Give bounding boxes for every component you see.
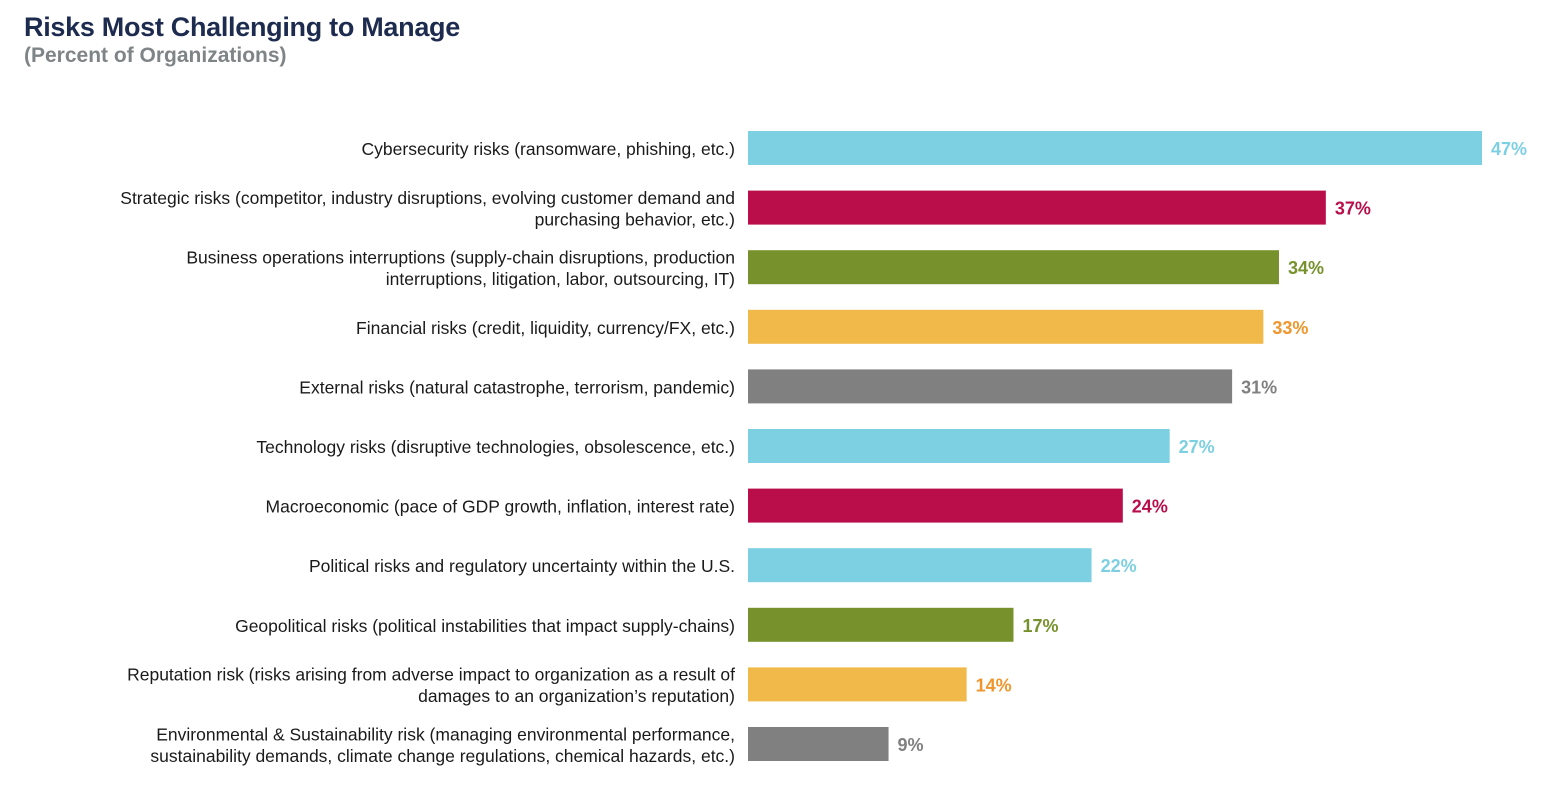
- chart-title: Risks Most Challenging to Manage: [24, 12, 460, 42]
- value-label: 33%: [1272, 318, 1308, 338]
- bar: [748, 727, 889, 761]
- category-label-line: damages to an organization’s reputation): [418, 686, 735, 706]
- bar: [748, 250, 1279, 285]
- category-label-line: External risks (natural catastrophe, ter…: [299, 377, 735, 397]
- category-label-line: sustainability demands, climate change r…: [150, 746, 735, 766]
- category-label: Geopolitical risks (political instabilit…: [235, 616, 735, 636]
- category-label: Business operations interruptions (suppl…: [186, 247, 735, 289]
- category-label: External risks (natural catastrophe, ter…: [299, 377, 735, 397]
- category-label: Strategic risks (competitor, industry di…: [120, 188, 735, 230]
- bar: [748, 369, 1233, 404]
- category-label: Financial risks (credit, liquidity, curr…: [356, 318, 735, 338]
- category-label: Technology risks (disruptive technologie…: [256, 437, 735, 457]
- bar: [748, 548, 1092, 583]
- bar: [748, 190, 1326, 225]
- bar: [748, 607, 1014, 642]
- value-label: 47%: [1491, 139, 1527, 159]
- bar: [748, 309, 1264, 344]
- bar: [748, 131, 1482, 165]
- value-label: 9%: [898, 735, 924, 755]
- value-label: 17%: [1022, 616, 1058, 636]
- category-label-line: Strategic risks (competitor, industry di…: [120, 188, 735, 208]
- category-label-line: Macroeconomic (pace of GDP growth, infla…: [266, 497, 735, 517]
- category-label-line: Financial risks (credit, liquidity, curr…: [356, 318, 735, 338]
- chart-subtitle: (Percent of Organizations): [24, 44, 287, 67]
- value-label: 37%: [1335, 199, 1371, 219]
- category-label-line: Geopolitical risks (political instabilit…: [235, 616, 735, 636]
- category-label-line: Environmental & Sustainability risk (man…: [156, 724, 735, 744]
- category-label-line: Reputation risk (risks arising from adve…: [127, 665, 735, 685]
- category-label-line: Political risks and regulatory uncertain…: [309, 556, 735, 576]
- category-label: Reputation risk (risks arising from adve…: [127, 665, 735, 707]
- value-label: 34%: [1288, 258, 1324, 278]
- category-label: Political risks and regulatory uncertain…: [309, 556, 735, 576]
- value-label: 31%: [1241, 377, 1277, 397]
- value-label: 14%: [976, 675, 1012, 695]
- bar: [748, 667, 967, 702]
- category-label-line: Cybersecurity risks (ransomware, phishin…: [362, 139, 735, 159]
- category-label-line: interruptions, litigation, labor, outsou…: [386, 269, 735, 289]
- category-label: Environmental & Sustainability risk (man…: [150, 724, 735, 766]
- value-label: 22%: [1101, 556, 1137, 576]
- category-label: Cybersecurity risks (ransomware, phishin…: [362, 139, 735, 159]
- category-label-line: Technology risks (disruptive technologie…: [256, 437, 735, 457]
- bar: [748, 488, 1123, 523]
- category-label-line: purchasing behavior, etc.): [535, 209, 735, 229]
- bar: [748, 429, 1170, 463]
- category-label-line: Business operations interruptions (suppl…: [186, 247, 735, 267]
- value-label: 27%: [1179, 437, 1215, 457]
- value-label: 24%: [1132, 497, 1168, 517]
- category-label: Macroeconomic (pace of GDP growth, infla…: [266, 497, 735, 517]
